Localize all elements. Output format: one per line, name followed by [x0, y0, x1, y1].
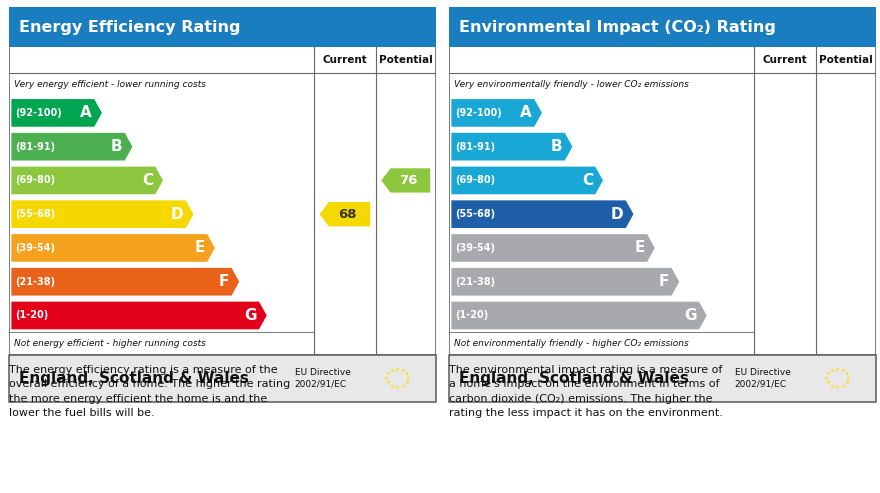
Text: ★: ★	[389, 384, 394, 388]
Bar	[9, 355, 436, 402]
Text: (55-68): (55-68)	[15, 209, 55, 219]
Polygon shape	[451, 133, 573, 161]
Text: (81-91): (81-91)	[455, 141, 495, 152]
Polygon shape	[11, 268, 239, 296]
Text: ★: ★	[395, 385, 400, 390]
Text: G: G	[685, 308, 697, 323]
Text: 68: 68	[338, 208, 356, 221]
Polygon shape	[381, 168, 430, 193]
Polygon shape	[11, 302, 267, 329]
Text: ★: ★	[389, 368, 394, 373]
Polygon shape	[11, 99, 102, 127]
Text: F: F	[219, 274, 230, 289]
Text: ★: ★	[400, 368, 405, 373]
Text: The energy efficiency rating is a measure of the
overall efficiency of a home. T: The energy efficiency rating is a measur…	[9, 365, 290, 418]
Polygon shape	[319, 202, 370, 226]
Text: ★: ★	[845, 371, 849, 377]
Text: ★: ★	[405, 381, 409, 386]
Bar	[9, 7, 436, 47]
Text: Potential: Potential	[819, 55, 873, 66]
Text: (69-80): (69-80)	[15, 176, 55, 185]
Text: Not environmentally friendly - higher CO₂ emissions: Not environmentally friendly - higher CO…	[454, 339, 689, 348]
Text: ★: ★	[384, 376, 389, 381]
Text: 76: 76	[399, 174, 417, 187]
Text: ★: ★	[395, 367, 400, 372]
Text: D: D	[611, 207, 624, 222]
Bar	[815, 366, 860, 391]
Text: (92-100): (92-100)	[455, 108, 502, 118]
Polygon shape	[11, 133, 133, 161]
Text: F: F	[659, 274, 670, 289]
Text: B: B	[111, 139, 122, 154]
Text: Energy Efficiency Rating: Energy Efficiency Rating	[19, 20, 241, 35]
Text: ★: ★	[835, 385, 840, 390]
Polygon shape	[451, 268, 679, 296]
Bar	[449, 7, 876, 47]
Text: B: B	[551, 139, 562, 154]
Text: (55-68): (55-68)	[455, 209, 495, 219]
Bar	[375, 366, 420, 391]
Text: England, Scotland & Wales: England, Scotland & Wales	[19, 371, 249, 386]
Polygon shape	[451, 200, 634, 228]
Text: England, Scotland & Wales: England, Scotland & Wales	[459, 371, 689, 386]
Polygon shape	[11, 200, 194, 228]
Text: ★: ★	[845, 381, 849, 386]
Text: (1-20): (1-20)	[455, 311, 488, 320]
Polygon shape	[11, 234, 215, 262]
Text: Current: Current	[763, 55, 807, 66]
Text: Very energy efficient - lower running costs: Very energy efficient - lower running co…	[14, 80, 206, 89]
Text: (1-20): (1-20)	[15, 311, 48, 320]
Text: ★: ★	[406, 376, 411, 381]
Text: (21-38): (21-38)	[15, 277, 55, 287]
Text: (39-54): (39-54)	[15, 243, 55, 253]
Text: EU Directive
2002/91/EC: EU Directive 2002/91/EC	[735, 368, 790, 389]
Text: ★: ★	[400, 384, 405, 388]
Text: Current: Current	[323, 55, 367, 66]
Text: Potential: Potential	[379, 55, 433, 66]
Text: The environmental impact rating is a measure of
a home's impact on the environme: The environmental impact rating is a mea…	[449, 365, 722, 418]
Text: Very environmentally friendly - lower CO₂ emissions: Very environmentally friendly - lower CO…	[454, 80, 689, 89]
Text: D: D	[171, 207, 184, 222]
Bar	[449, 355, 876, 402]
Text: G: G	[245, 308, 257, 323]
Text: EU Directive
2002/91/EC: EU Directive 2002/91/EC	[295, 368, 350, 389]
Text: ★: ★	[385, 381, 390, 386]
Text: Not energy efficient - higher running costs: Not energy efficient - higher running co…	[14, 339, 206, 348]
Text: C: C	[582, 173, 593, 188]
Text: (81-91): (81-91)	[15, 141, 55, 152]
Text: (39-54): (39-54)	[455, 243, 495, 253]
Text: ★: ★	[829, 368, 834, 373]
Text: ★: ★	[840, 384, 845, 388]
Polygon shape	[11, 167, 163, 194]
Text: (92-100): (92-100)	[15, 108, 62, 118]
Polygon shape	[451, 167, 603, 194]
Text: A: A	[520, 106, 532, 120]
Text: ★: ★	[385, 371, 390, 377]
Text: E: E	[194, 241, 205, 255]
Text: ★: ★	[405, 371, 409, 377]
Text: ★: ★	[824, 376, 829, 381]
Text: ★: ★	[846, 376, 851, 381]
Text: ★: ★	[829, 384, 834, 388]
Polygon shape	[451, 99, 542, 127]
Polygon shape	[451, 234, 655, 262]
Text: ★: ★	[825, 381, 830, 386]
Text: Environmental Impact (CO₂) Rating: Environmental Impact (CO₂) Rating	[459, 20, 776, 35]
Text: A: A	[80, 106, 92, 120]
Text: ★: ★	[840, 368, 845, 373]
Text: E: E	[634, 241, 645, 255]
Text: C: C	[142, 173, 153, 188]
Text: ★: ★	[835, 367, 840, 372]
Text: ★: ★	[825, 371, 830, 377]
Polygon shape	[451, 302, 707, 329]
Text: (21-38): (21-38)	[455, 277, 495, 287]
Text: (69-80): (69-80)	[455, 176, 495, 185]
